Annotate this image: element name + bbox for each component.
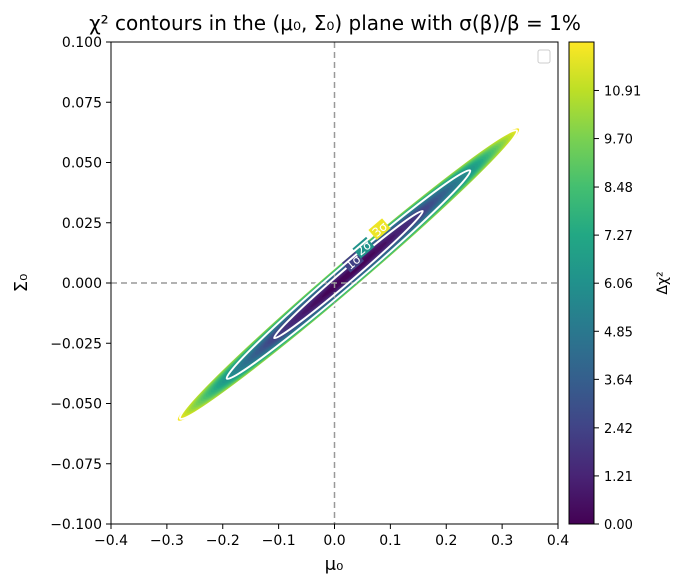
colorbar-ticks: 0.00 1.21 2.42 3.64 4.85 6.06 7.27 8.48 9.70 10.9…: [594, 84, 641, 533]
colorbar-tick-label: 3.64: [604, 373, 633, 388]
x-tick-label: −0.3: [150, 533, 184, 549]
y-tick-label: 0.075: [62, 95, 102, 111]
x-tick-label: 0.4: [547, 533, 569, 549]
x-axis-label: μ₀: [325, 554, 344, 575]
colorbar-tick-label: 0.00: [604, 518, 633, 533]
contour-label-gap: [341, 251, 365, 273]
colorbar-tick-label: 6.06: [604, 277, 633, 292]
reference-lines: [111, 42, 558, 524]
y-tick-label: 0.025: [62, 216, 102, 232]
legend-box: [537, 49, 551, 64]
x-tick-label: −0.2: [206, 533, 240, 549]
x-tick-label: 0.3: [491, 533, 513, 549]
x-tick-label: 0.2: [435, 533, 457, 549]
contour-3sigma: [178, 129, 519, 420]
colorbar-tick-label: 7.27: [604, 229, 633, 244]
contour-1sigma: [273, 209, 424, 340]
colorbar-label: Δχ²: [655, 271, 671, 294]
y-tick-label: 0.100: [62, 35, 102, 51]
colorbar-tick-label: 1.21: [604, 470, 633, 485]
x-tick-label: 0.0: [323, 533, 345, 549]
y-tick-label: −0.100: [50, 517, 102, 533]
chart-title: χ² contours in the (μ₀, Σ₀) plane with σ…: [89, 11, 581, 35]
colorbar-tick-label: 10.91: [604, 84, 641, 99]
colorbar-tick-label: 4.85: [604, 325, 633, 340]
x-axis-ticks: −0.4 −0.3 −0.2 −0.1 0.0 0.1 0.2 0.3 0.4: [94, 524, 569, 549]
y-tick-label: 0.000: [62, 276, 102, 292]
colorbar-tick-label: 9.70: [604, 133, 633, 148]
y-tick-label: −0.075: [50, 457, 102, 473]
contour-label-gap: [352, 236, 375, 259]
y-axis-ticks: 0.100 0.075 0.050 0.025 0.000 −0.025 −0.050 −0.…: [50, 35, 111, 533]
contour-label-gap: [368, 218, 391, 240]
x-tick-label: −0.4: [94, 533, 128, 549]
y-tick-label: 0.050: [62, 156, 102, 172]
x-tick-label: −0.1: [262, 533, 296, 549]
x-tick-label: 0.1: [379, 533, 401, 549]
contour-2sigma: [225, 169, 472, 380]
colorbar: [568, 41, 595, 525]
y-tick-label: −0.025: [50, 336, 102, 352]
colorbar-tick-label: 8.48: [604, 181, 633, 196]
y-tick-label: −0.050: [50, 397, 102, 413]
colorbar-tick-label: 2.42: [604, 422, 633, 437]
y-axis-label: Σ₀: [11, 274, 32, 293]
